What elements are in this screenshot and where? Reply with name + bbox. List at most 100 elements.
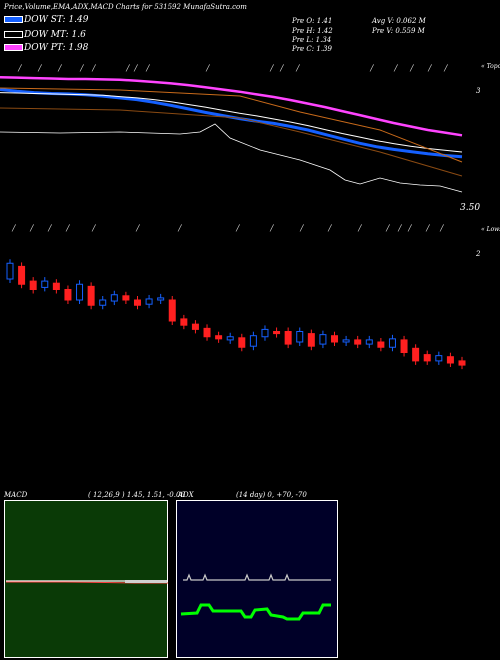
candle-body (52, 282, 60, 291)
day-marker: ╱ (65, 224, 70, 232)
candle-body (261, 328, 269, 338)
adx-panel (176, 500, 338, 658)
candle-body (99, 299, 107, 306)
day-marker: ╱ (47, 224, 52, 232)
candle-body (331, 335, 339, 343)
candle-body (435, 355, 443, 362)
day-marker: ╱ (205, 64, 210, 72)
day-marker: ╱ (29, 224, 34, 232)
macd-label: MACD (4, 491, 28, 499)
candle-body (226, 336, 234, 341)
candle-body (377, 341, 385, 348)
legend-swatch-mt (4, 31, 23, 38)
day-marker: ╱ (385, 224, 390, 232)
candle-body (180, 318, 188, 326)
candle-body (64, 289, 72, 301)
day-marker: ╱ (79, 64, 84, 72)
prev-high: Pre H: 1.42 (292, 27, 333, 35)
day-marker: ╱ (393, 64, 398, 72)
candle-body (342, 339, 350, 343)
candle-body (157, 297, 165, 301)
adx-lines (180, 573, 331, 621)
day-marker: ╱ (409, 64, 414, 72)
candle-body (133, 299, 141, 306)
macd-params: ( 12,26,9 ) 1.45, 1.51, -0.06 (88, 491, 185, 499)
candle-body (110, 294, 118, 302)
macd-lines (6, 580, 168, 584)
topo-label: « Topo (481, 63, 500, 70)
candle-body (458, 360, 466, 366)
candle-body (296, 331, 304, 343)
day-marker: ╱ (91, 224, 96, 232)
candle-body (388, 338, 396, 348)
candle-body (18, 265, 26, 285)
day-marker: ╱ (145, 64, 150, 72)
adx-label: ADX (178, 491, 194, 499)
candles (6, 259, 466, 370)
day-marker: ╱ (57, 64, 62, 72)
legend-swatch-pt (4, 44, 23, 51)
day-marker: ╱ (235, 224, 240, 232)
prev-low: Pre L: 1.34 (292, 36, 332, 44)
day-marker: ╱ (177, 224, 182, 232)
avg-volume: Avg V: 0.062 M (372, 17, 426, 25)
ema-long-line (0, 75, 463, 137)
day-marker: ╱ (17, 64, 22, 72)
day-marker: ╱ (125, 64, 130, 72)
prev-open: Pre O: 1.41 (292, 17, 333, 25)
candle-body (238, 337, 246, 348)
day-marker: ╱ (397, 224, 402, 232)
day-marker: ╱ (443, 64, 448, 72)
day-marker: ╱ (295, 64, 300, 72)
candle-body (319, 334, 327, 345)
candle-body (203, 327, 211, 338)
volume-axis-label: 2 (476, 250, 481, 258)
candle-body (249, 335, 257, 347)
legend-swatch-st (4, 16, 23, 23)
price-axis-top: 3 (476, 87, 481, 95)
candle-body (446, 356, 454, 364)
chart-title: Price,Volume,EMA,ADX,MACD Charts for 531… (4, 3, 247, 11)
day-marker: ╱ (327, 224, 332, 232)
day-marker: ╱ (299, 224, 304, 232)
legend-label-pt: DOW PT: 1.98 (24, 43, 89, 53)
candle-body (423, 354, 431, 362)
day-marker: ╱ (11, 224, 16, 232)
day-marker: ╱ (357, 224, 362, 232)
day-marker: ╱ (425, 224, 430, 232)
candle-body (122, 295, 130, 301)
candle-body (400, 339, 408, 353)
day-marker: ╱ (37, 64, 42, 72)
candle-body (284, 331, 292, 345)
price-close-line (0, 123, 463, 193)
candle-body (412, 347, 420, 362)
day-marker: ╱ (439, 224, 444, 232)
candle-body (145, 298, 153, 305)
candle-body (215, 335, 223, 340)
candle-body (365, 339, 373, 345)
day-markers: ╱ ╱ ╱ ╱ ╱ ╱ ╱ ╱ ╱ ╱ ╱ ╱ ╱ ╱ ╱ ╱ ╱ ╱ ╱ ╱ ╱ ╱ ╱ ╱ ╱ ╱ ╱ ╱ ╱ ╱ ╱ ╱ ╱ ╱ (11, 64, 448, 232)
day-marker: ╱ (369, 64, 374, 72)
ema-mid-line (0, 92, 463, 153)
prev-volume: Pre V: 0.559 M (372, 27, 425, 35)
candle-body (307, 333, 315, 347)
candle-body (41, 280, 49, 288)
adx-params: (14 day) 0, +70, -70 (236, 491, 307, 499)
candle-body (273, 331, 281, 335)
candle-body (168, 299, 176, 322)
prev-close: Pre C: 1.39 (292, 45, 332, 53)
candle-body (87, 285, 95, 306)
upper-band-line (0, 87, 463, 163)
day-marker: ╱ (269, 64, 274, 72)
candle-body (29, 280, 37, 291)
day-marker: ╱ (407, 224, 412, 232)
ema-lines (0, 75, 463, 193)
day-marker: ╱ (91, 64, 96, 72)
day-marker: ╱ (133, 64, 138, 72)
day-marker: ╱ (135, 224, 140, 232)
candle-body (354, 339, 362, 345)
legend-label-st: DOW ST: 1.49 (24, 15, 89, 25)
day-marker: ╱ (269, 224, 274, 232)
candle-body (191, 323, 199, 330)
